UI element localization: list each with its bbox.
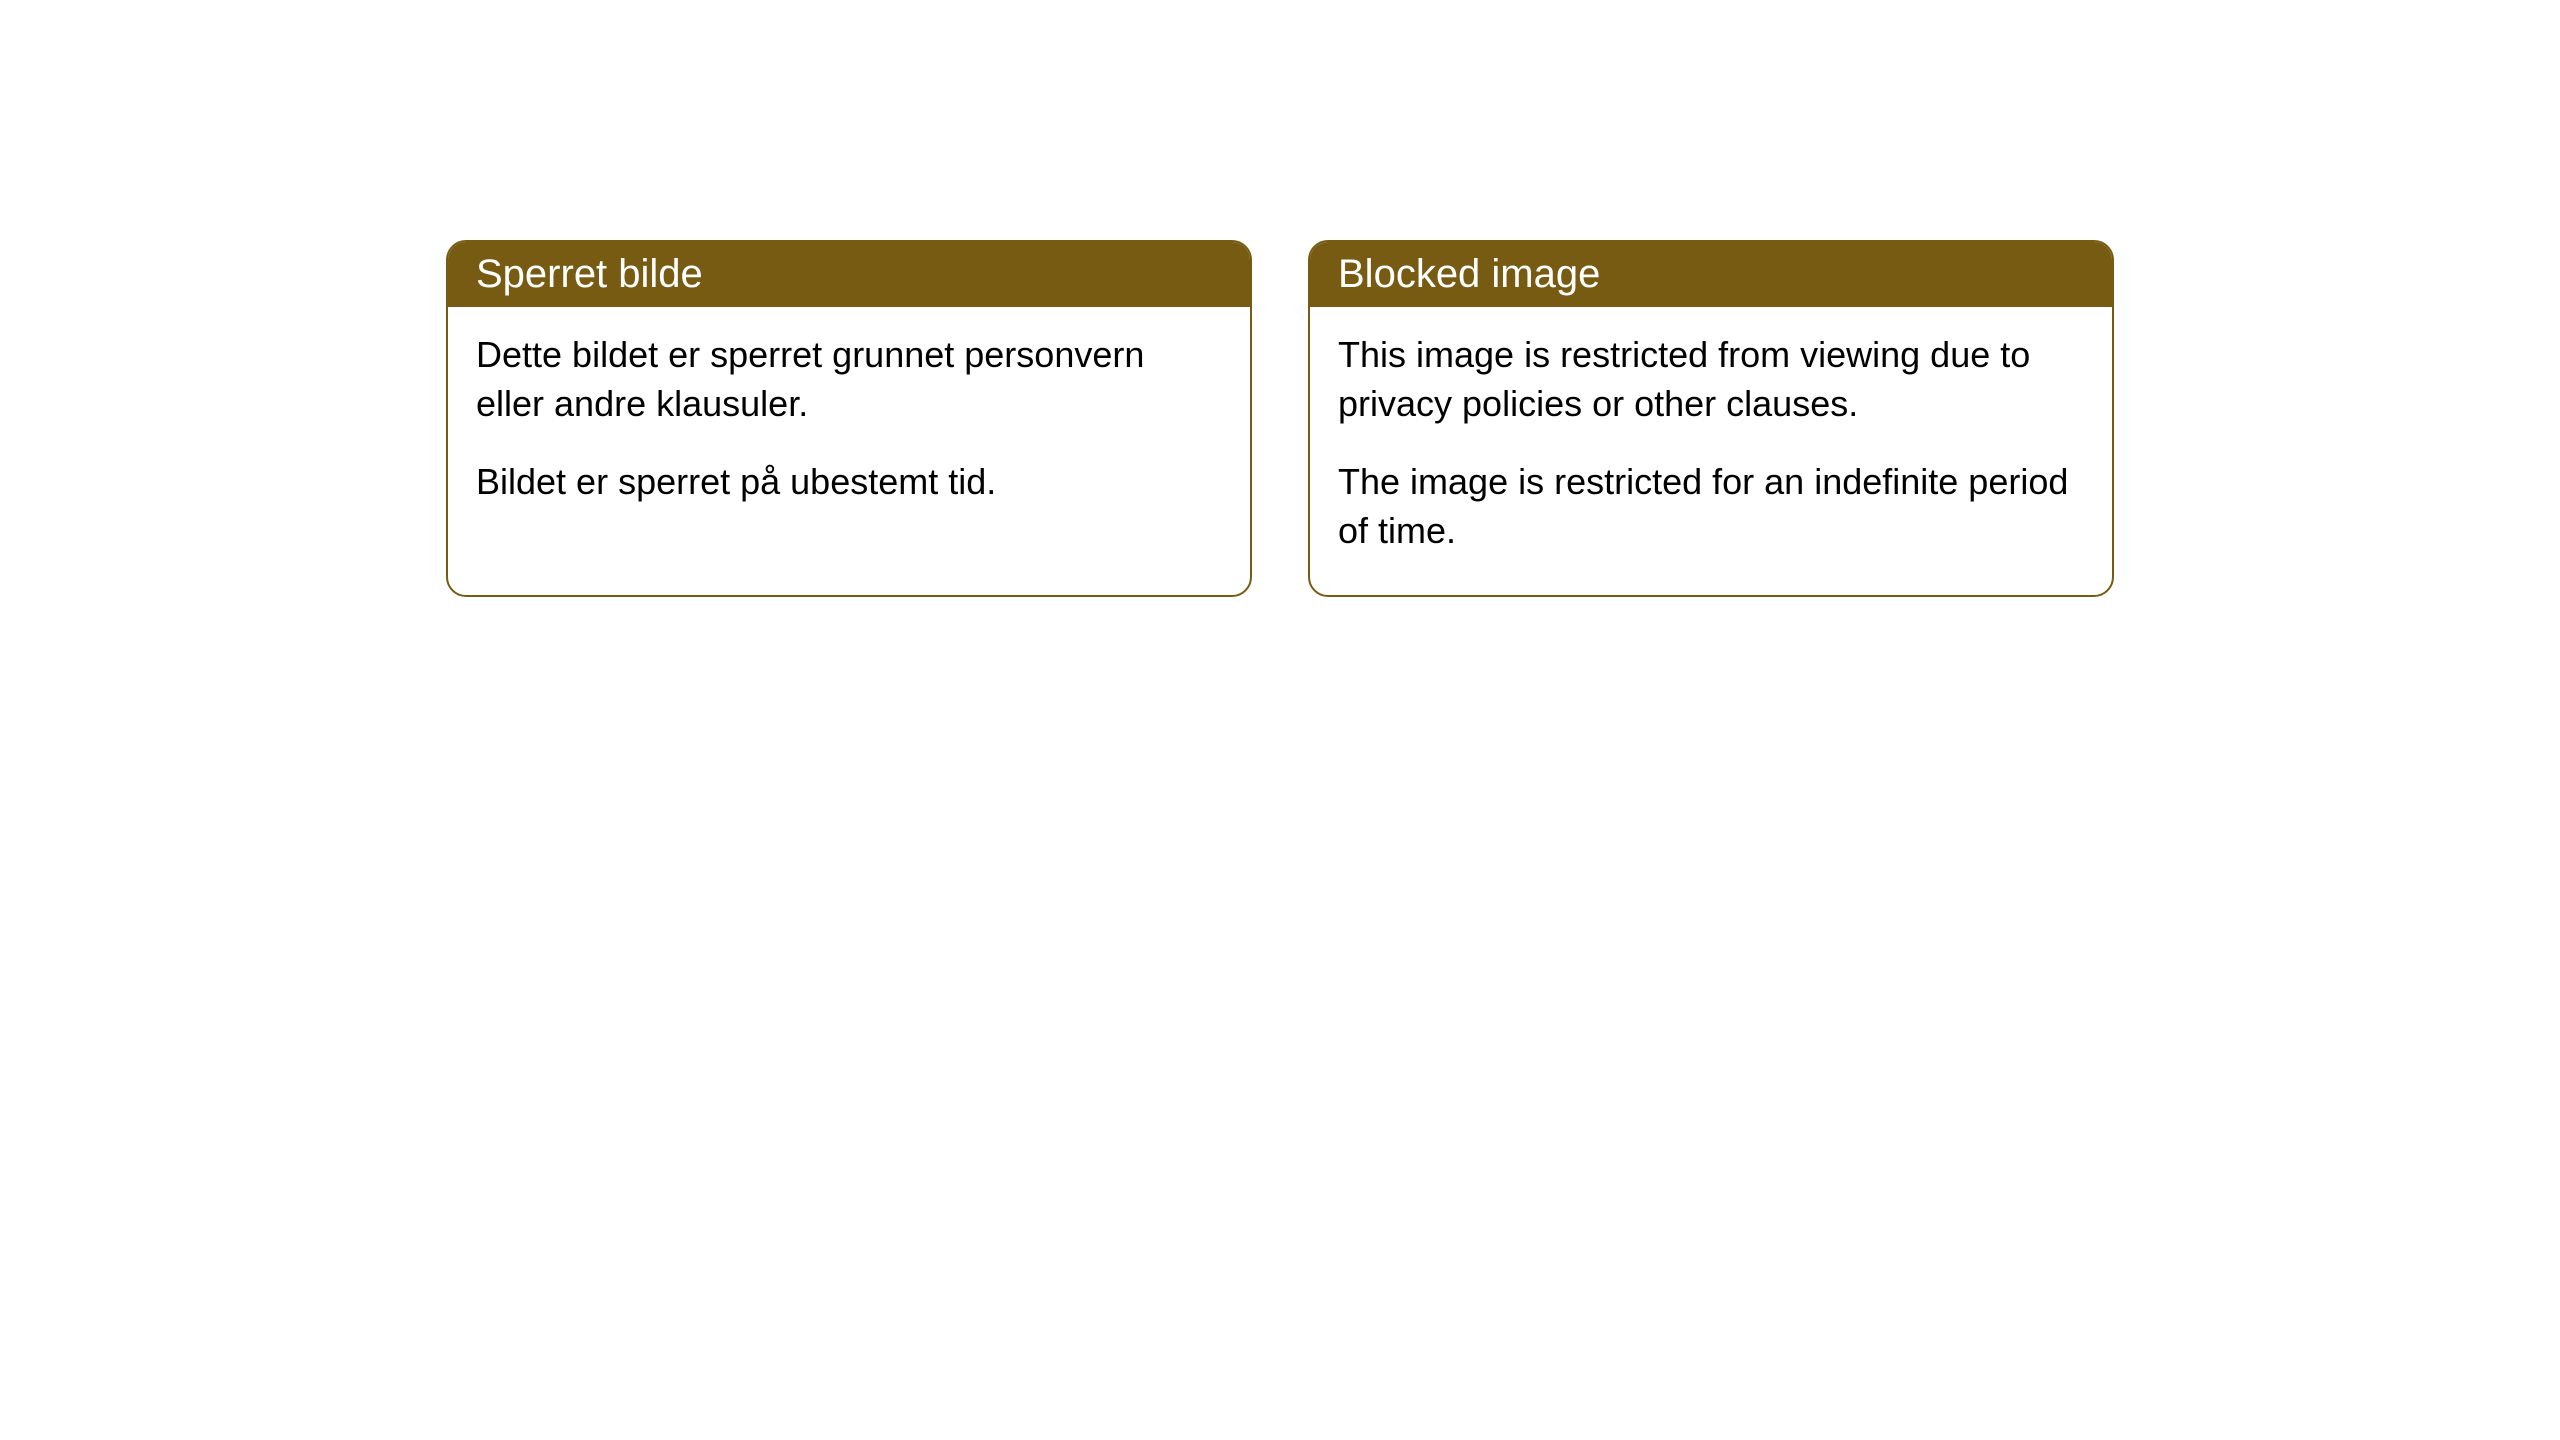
card-paragraph-2: Bildet er sperret på ubestemt tid. — [476, 458, 1222, 507]
card-paragraph-1: This image is restricted from viewing du… — [1338, 331, 2084, 428]
notice-cards-container: Sperret bilde Dette bildet er sperret gr… — [446, 240, 2560, 597]
card-paragraph-2: The image is restricted for an indefinit… — [1338, 458, 2084, 555]
card-body-norwegian: Dette bildet er sperret grunnet personve… — [448, 307, 1250, 547]
card-title: Sperret bilde — [476, 252, 703, 296]
card-paragraph-1: Dette bildet er sperret grunnet personve… — [476, 331, 1222, 428]
blocked-image-card-norwegian: Sperret bilde Dette bildet er sperret gr… — [446, 240, 1252, 597]
blocked-image-card-english: Blocked image This image is restricted f… — [1308, 240, 2114, 597]
card-title: Blocked image — [1338, 252, 1600, 296]
card-header-english: Blocked image — [1310, 242, 2112, 307]
card-header-norwegian: Sperret bilde — [448, 242, 1250, 307]
card-body-english: This image is restricted from viewing du… — [1310, 307, 2112, 595]
